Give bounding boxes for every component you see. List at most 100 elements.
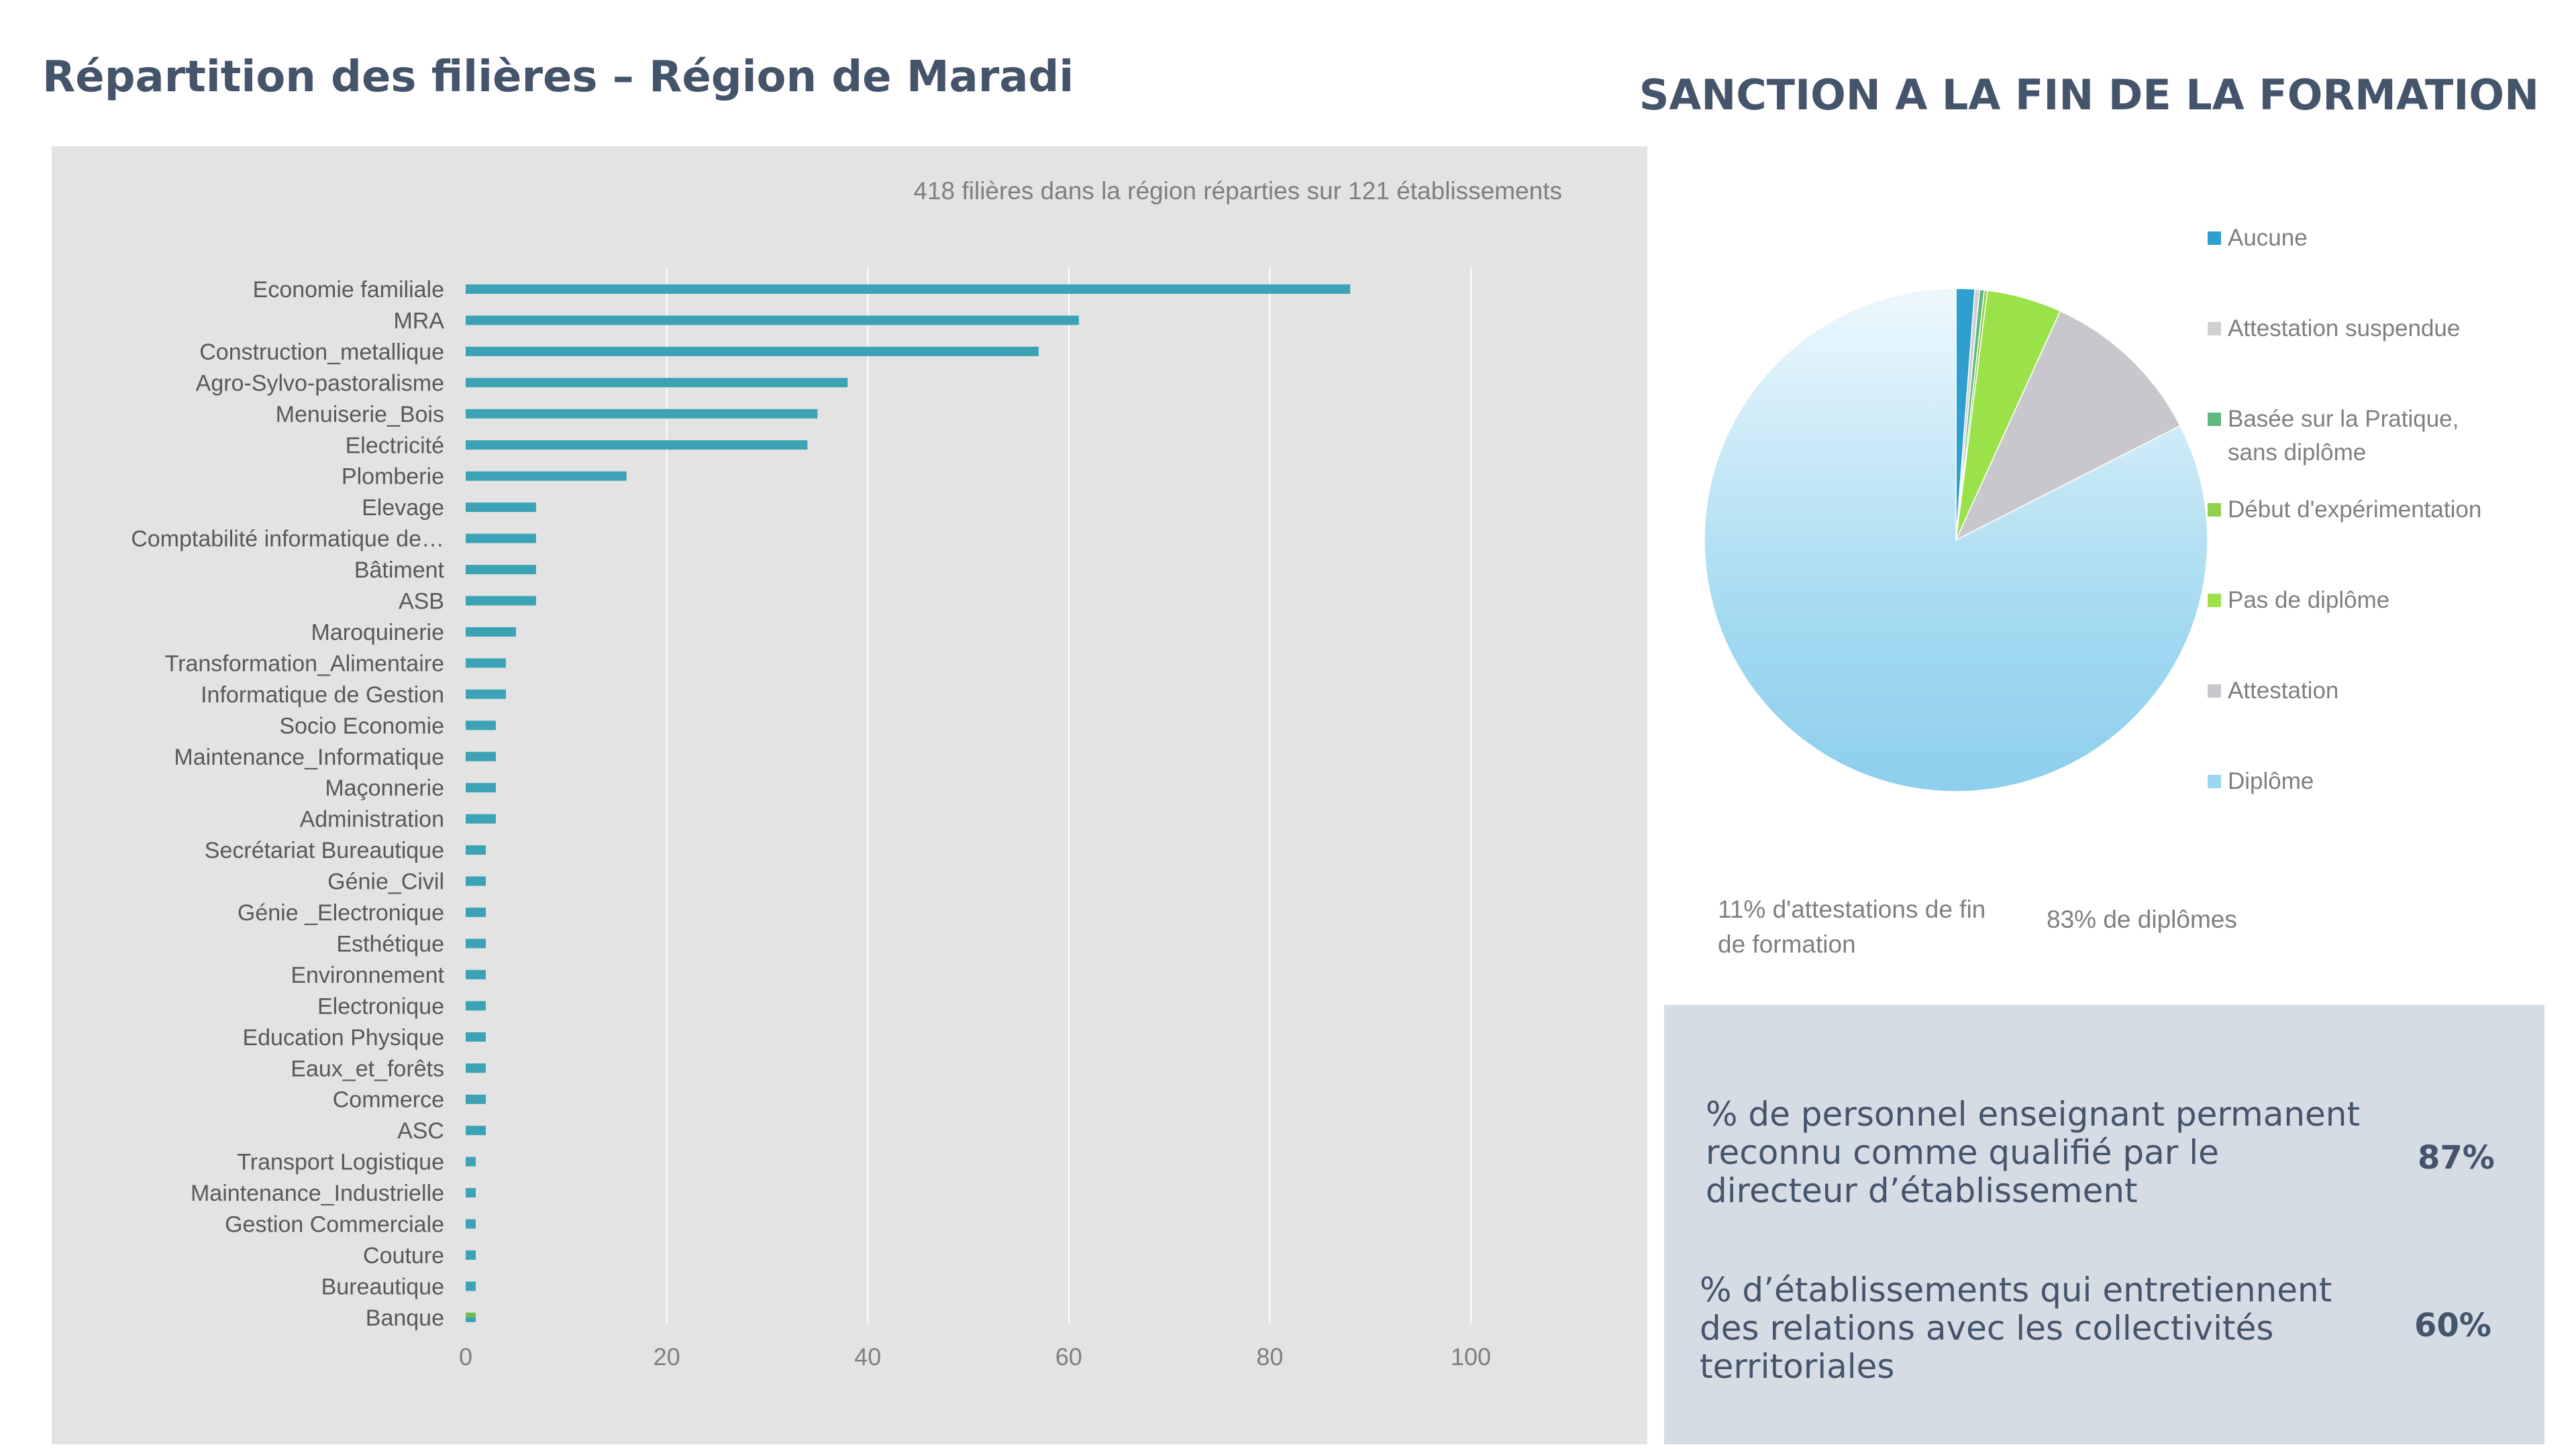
category-label: Electronique bbox=[317, 994, 444, 1019]
bar-chart: 0 20 40 60 80 100 Economie familiale MRA Constru… bbox=[131, 267, 1491, 1371]
category-label: Environnement bbox=[291, 963, 444, 988]
bar bbox=[466, 502, 536, 513]
bar bbox=[466, 1250, 476, 1260]
legend-label: Pas de diplôme bbox=[2228, 587, 2390, 613]
kpi-label-territorial-relations: % d’établissements qui entretiennent des… bbox=[1700, 1271, 2332, 1386]
category-label: Maintenance_Industrielle bbox=[191, 1181, 444, 1206]
category-label: Plomberie bbox=[342, 464, 444, 490]
kpi-label-qualified-staff: % de personnel enseignant permanent reco… bbox=[1706, 1095, 2361, 1210]
category-label: Transformation_Alimentaire bbox=[165, 651, 444, 676]
bar bbox=[466, 720, 496, 731]
kpi-panel: % de personnel enseignant permanent reco… bbox=[1664, 1005, 2544, 1444]
bar bbox=[466, 751, 496, 761]
category-label: Génie _Electronique bbox=[238, 900, 444, 926]
bar bbox=[466, 440, 808, 450]
legend-swatch bbox=[2208, 322, 2221, 335]
pie-slice bbox=[1955, 310, 2181, 541]
category-label: Bureautique bbox=[321, 1274, 444, 1299]
bar bbox=[466, 471, 627, 481]
legend-swatch bbox=[2208, 594, 2221, 607]
page-title: Répartition des filières – Région de Mar… bbox=[42, 52, 1074, 102]
pie-section-title: SANCTION A LA FIN DE LA FORMATION bbox=[1639, 70, 2539, 119]
x-tick-label: 20 bbox=[654, 1343, 680, 1371]
category-label: Agro-Sylvo-pastoralisme bbox=[196, 370, 444, 396]
legend-label: Début d'expérimentation bbox=[2228, 496, 2482, 523]
category-label: Menuiserie_Bois bbox=[276, 402, 444, 427]
category-label: Economie familiale bbox=[253, 277, 444, 303]
legend-label: Attestation suspendue bbox=[2228, 315, 2461, 341]
x-tick-label: 40 bbox=[854, 1343, 881, 1371]
category-label: Administration bbox=[300, 807, 444, 833]
note-diplomes: 83% de diplômes bbox=[2047, 906, 2237, 933]
bar-chart-subtitle: 418 filières dans la région réparties su… bbox=[913, 177, 1562, 205]
bar bbox=[466, 315, 1079, 325]
bar-chart-panel: 0 20 40 60 80 100 Economie familiale MRA Constru… bbox=[52, 146, 1647, 1444]
kpi-value-qualified-staff: 87% bbox=[2418, 1139, 2495, 1177]
bar bbox=[466, 814, 496, 824]
category-label: ASC bbox=[397, 1118, 444, 1144]
bar bbox=[466, 565, 536, 575]
legend-item: Pas de diplôme bbox=[2208, 584, 2483, 617]
bar bbox=[466, 689, 506, 699]
x-tick-label: 80 bbox=[1256, 1343, 1283, 1371]
legend-item: Diplôme bbox=[2208, 765, 2483, 798]
bar-highlight bbox=[466, 1312, 476, 1318]
category-label: Esthétique bbox=[336, 931, 444, 957]
legend-swatch bbox=[2208, 684, 2221, 698]
category-label: Commerce bbox=[333, 1087, 444, 1113]
legend-label: Attestation bbox=[2228, 678, 2339, 704]
category-label: Banque bbox=[366, 1305, 444, 1331]
pie-chart bbox=[1704, 288, 2208, 792]
bar bbox=[466, 1219, 476, 1229]
category-label: Eaux_et_forêts bbox=[291, 1056, 444, 1081]
bar bbox=[466, 938, 486, 949]
bar bbox=[466, 1032, 486, 1042]
bar bbox=[466, 378, 848, 388]
legend-label: Diplôme bbox=[2228, 768, 2314, 794]
bar bbox=[466, 876, 486, 886]
bar bbox=[466, 969, 486, 979]
category-label: Transport Logistique bbox=[237, 1150, 444, 1175]
bar bbox=[466, 1063, 486, 1073]
x-tick-label: 100 bbox=[1451, 1343, 1491, 1371]
legend-label: Basée sur la Pratique, sans diplôme bbox=[2228, 406, 2459, 466]
bar bbox=[466, 658, 506, 668]
legend-item: Attestation suspendue bbox=[2208, 312, 2483, 345]
category-label: Construction_metallique bbox=[199, 339, 444, 365]
bar bbox=[466, 1281, 476, 1291]
category-label: MRA bbox=[393, 308, 444, 333]
category-label: Electricité bbox=[346, 433, 444, 458]
category-label: Elevage bbox=[362, 495, 444, 521]
category-label: Couture bbox=[363, 1243, 444, 1269]
legend-item: Attestation bbox=[2208, 674, 2483, 708]
category-label: Maintenance_Informatique bbox=[174, 745, 444, 770]
x-tick-label: 0 bbox=[459, 1343, 472, 1371]
bar bbox=[466, 845, 486, 855]
category-label: Gestion Commerciale bbox=[225, 1212, 444, 1238]
kpi-value-territorial-relations: 60% bbox=[2414, 1307, 2491, 1344]
bar bbox=[466, 1001, 486, 1011]
bar bbox=[466, 1188, 476, 1198]
bar bbox=[466, 284, 1351, 294]
bar bbox=[466, 627, 516, 637]
category-label: Maroquinerie bbox=[311, 620, 444, 645]
pie-slice bbox=[1704, 288, 2208, 792]
bar bbox=[466, 596, 536, 606]
category-label: Socio Economie bbox=[279, 713, 444, 739]
bar bbox=[466, 533, 536, 543]
category-label: Secrétariat Bureautique bbox=[205, 838, 444, 863]
x-tick-label: 60 bbox=[1055, 1343, 1082, 1371]
category-label: Bâtiment bbox=[354, 557, 445, 583]
legend-swatch bbox=[2208, 503, 2221, 517]
bar bbox=[466, 1094, 486, 1104]
legend-swatch bbox=[2208, 231, 2221, 245]
bar bbox=[466, 783, 496, 793]
category-label: Maçonnerie bbox=[325, 775, 444, 801]
category-label: ASB bbox=[399, 589, 444, 614]
legend-item: Basée sur la Pratique, sans diplôme bbox=[2208, 402, 2483, 470]
category-label: Génie_Civil bbox=[327, 869, 444, 895]
category-label: Education Physique bbox=[242, 1025, 444, 1051]
legend-swatch bbox=[2208, 413, 2221, 426]
legend-label: Aucune bbox=[2228, 225, 2308, 251]
bar bbox=[466, 1157, 476, 1167]
